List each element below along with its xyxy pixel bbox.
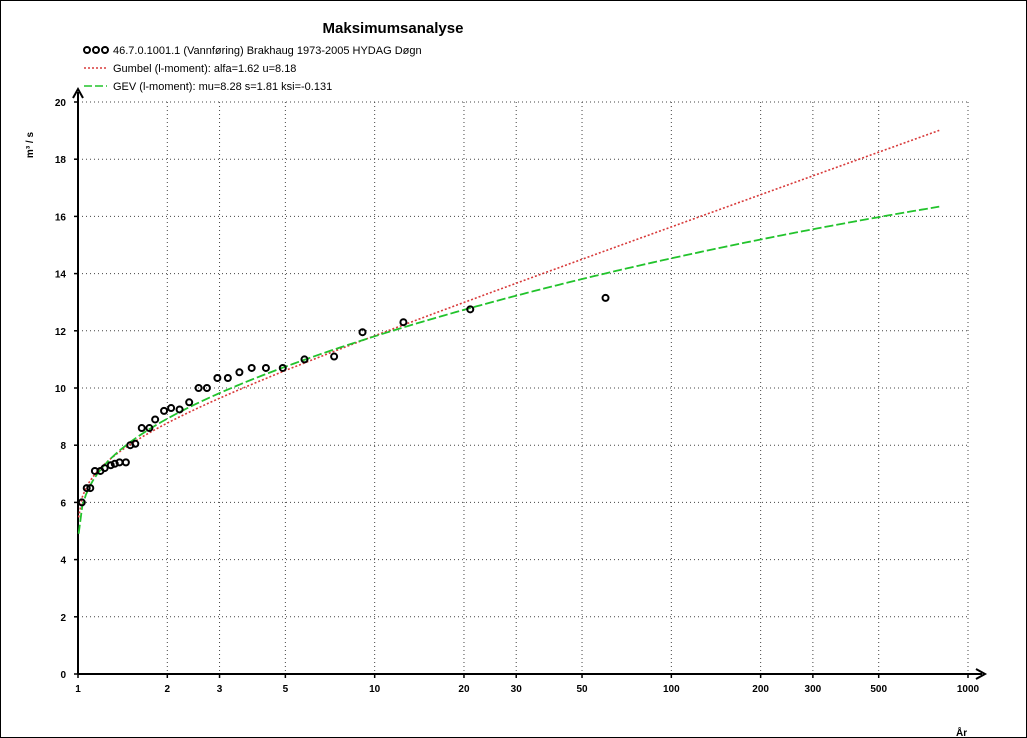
observation-point — [167, 404, 176, 413]
observation-point — [261, 363, 270, 372]
fitted-curves — [77, 129, 940, 534]
y-tick-label: 12 — [55, 327, 67, 338]
observation-point — [601, 293, 610, 302]
observation-point — [100, 464, 109, 473]
y-tick-label: 10 — [55, 384, 67, 395]
x-tick-label: 10 — [369, 684, 381, 695]
x-tick-label: 20 — [458, 684, 470, 695]
x-tick-label: 2 — [165, 684, 171, 695]
observation-point — [247, 363, 256, 372]
y-tick-labels: 0 2 4 6 8 10 12 14 16 18 20 — [55, 98, 67, 681]
observation-point — [137, 424, 146, 433]
y-tick-label: 4 — [60, 556, 66, 567]
x-tick-label: 1000 — [957, 684, 980, 695]
x-axis-arrow — [975, 668, 988, 680]
x-tick-label: 30 — [511, 684, 523, 695]
observation-point — [330, 352, 339, 361]
observation-point — [185, 398, 194, 407]
y-tick-label: 20 — [55, 98, 67, 109]
observation-point — [202, 384, 211, 392]
observation-point — [466, 305, 475, 314]
gev-curve — [77, 205, 940, 534]
observation-point — [358, 328, 367, 337]
x-tick-label: 50 — [576, 684, 588, 695]
legend: 46.7.0.1001.1 (Vannføring) Brakhaug 1973… — [83, 45, 422, 93]
legend-label-gumbel: Gumbel (l-moment): alfa=1.62 u=8.18 — [113, 63, 296, 75]
y-axis-arrow — [72, 86, 84, 99]
y-tick-label: 6 — [60, 498, 66, 509]
x-tick-labels: 1 2 3 5 10 20 30 50 100 200 300 500 1000 — [75, 684, 979, 695]
legend-label-observations: 46.7.0.1001.1 (Vannføring) Brakhaug 1973… — [113, 45, 422, 57]
grid — [78, 101, 969, 674]
y-tick-label: 2 — [60, 613, 66, 624]
y-tick-label: 18 — [55, 155, 67, 166]
observation-point — [213, 373, 222, 382]
legend-swatch-observations — [83, 46, 109, 54]
y-tick-label: 0 — [60, 670, 66, 681]
observation-point — [151, 415, 160, 424]
observation-point — [121, 458, 130, 467]
y-tick-label: 16 — [55, 212, 67, 223]
y-axis-label: m³ / s — [25, 132, 36, 159]
observation-point — [77, 498, 86, 507]
gumbel-curve — [77, 129, 940, 518]
observation-point — [106, 461, 115, 470]
observation-point — [399, 318, 408, 327]
x-tick-label: 5 — [283, 684, 289, 695]
x-tick-label: 100 — [663, 684, 680, 695]
x-tick-label: 3 — [217, 684, 223, 695]
observation-point — [82, 484, 91, 493]
legend-label-gev: GEV (l-moment): mu=8.28 s=1.81 ksi=-0.13… — [113, 81, 332, 93]
x-tick-label: 200 — [752, 684, 769, 695]
x-tick-label: 500 — [870, 684, 887, 695]
observation-point — [300, 355, 309, 364]
y-tick-label: 14 — [55, 270, 67, 281]
observation-point — [235, 368, 244, 377]
observation-point — [194, 384, 203, 392]
x-axis-label: År — [956, 726, 967, 738]
observation-point — [160, 406, 169, 415]
observation-points — [77, 293, 610, 507]
y-tick-label: 8 — [60, 441, 66, 452]
observation-point — [115, 458, 124, 467]
axes — [72, 86, 988, 680]
chart-title: Maksimumsanalyse — [323, 20, 464, 37]
x-tick-label: 300 — [805, 684, 822, 695]
observation-point — [175, 405, 184, 414]
observation-point — [131, 439, 140, 448]
observation-point — [86, 484, 95, 493]
observation-point — [145, 424, 154, 433]
observation-point — [223, 373, 232, 382]
x-tick-label: 1 — [75, 684, 81, 695]
observation-point — [278, 363, 287, 372]
